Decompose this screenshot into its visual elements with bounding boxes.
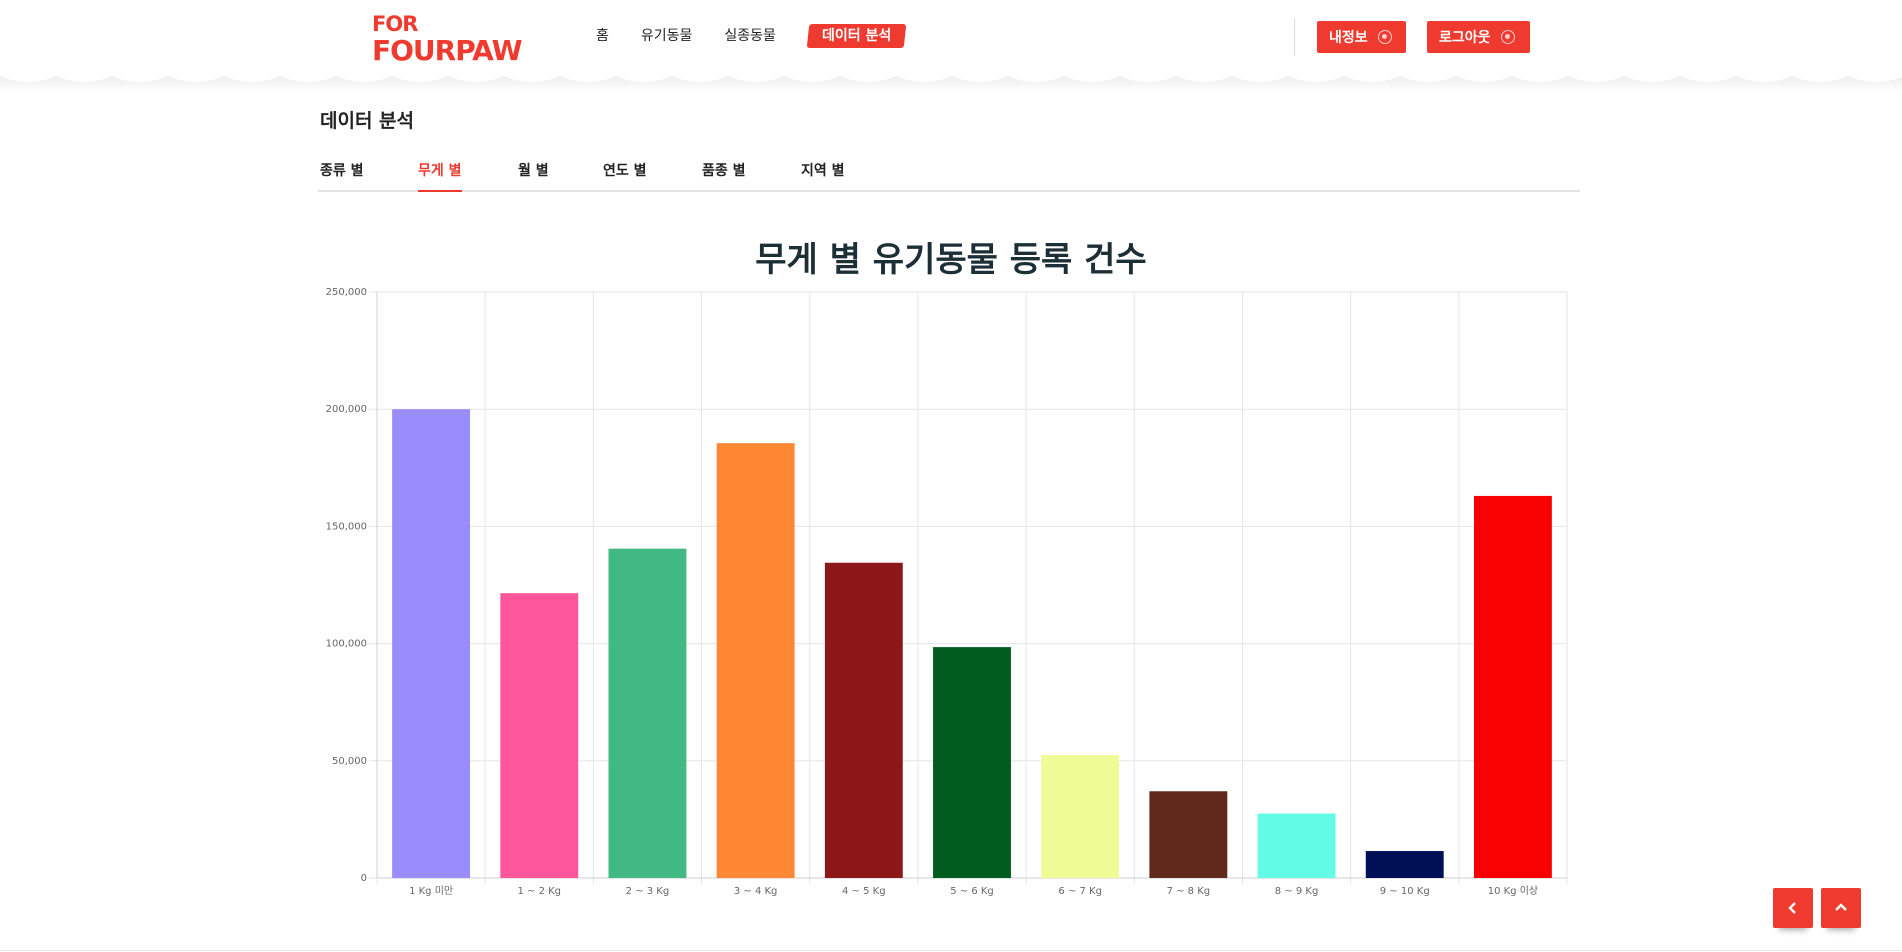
- paw-icon: [1377, 30, 1392, 44]
- tab-bar: 종류 별 무게 별 월 별 연도 별 품종 별 지역 별: [318, 158, 1580, 192]
- x-tick-label: 10 Kg 이상: [1488, 885, 1538, 897]
- chevron-left-icon: [1788, 902, 1796, 914]
- x-tick-label: 8 ~ 9 Kg: [1275, 886, 1319, 897]
- x-tick-label: 6 ~ 7 Kg: [1058, 886, 1102, 897]
- bar[interactable]: [1149, 791, 1228, 878]
- x-tick-label: 7 ~ 8 Kg: [1167, 886, 1211, 897]
- x-tick-label: 1 Kg 미만: [409, 885, 453, 897]
- chart-title: 무게 별 유기동물 등록 건수: [755, 240, 1147, 280]
- y-tick-label: 0: [361, 873, 367, 884]
- x-tick-label: 9 ~ 10 Kg: [1380, 886, 1430, 897]
- page-title: 데이터 분석: [320, 110, 415, 132]
- myinfo-button[interactable]: 내정보: [1317, 21, 1406, 53]
- chevron-up-icon: [1835, 903, 1847, 911]
- scroll-top-button[interactable]: [1821, 888, 1861, 928]
- tab-region[interactable]: 지역 별: [801, 163, 845, 179]
- logout-button-label: 로그아웃: [1439, 30, 1491, 46]
- y-tick-label: 200,000: [326, 404, 367, 415]
- nav-item-home[interactable]: 홈: [596, 28, 609, 44]
- bar[interactable]: [933, 647, 1011, 878]
- bar[interactable]: [1257, 813, 1336, 878]
- bar[interactable]: [1473, 495, 1552, 878]
- paw-icon: [1500, 30, 1515, 44]
- myinfo-button-label: 내정보: [1329, 30, 1368, 46]
- logo-line1: FOR: [372, 12, 418, 36]
- logout-button[interactable]: 로그아웃: [1427, 21, 1530, 53]
- x-tick-label: 1 ~ 2 Kg: [517, 886, 561, 897]
- bar[interactable]: [392, 409, 471, 878]
- tab-weight[interactable]: 무게 별: [418, 160, 462, 192]
- logo[interactable]: FOR FOURPAW: [372, 12, 530, 67]
- x-tick-label: 2 ~ 3 Kg: [626, 886, 670, 897]
- bar[interactable]: [1041, 754, 1120, 878]
- x-tick-label: 5 ~ 6 Kg: [950, 886, 994, 897]
- header: FOR FOURPAW 홈 유기동물 실종동물 데이터 분석 내정보 로그아웃: [0, 0, 1902, 92]
- bar[interactable]: [608, 548, 687, 878]
- bar[interactable]: [1365, 851, 1444, 878]
- nav-item-abandoned[interactable]: 유기동물: [640, 28, 693, 44]
- logo-line2: FOURPAW: [372, 34, 522, 67]
- tab-year[interactable]: 연도 별: [603, 163, 647, 179]
- y-tick-label: 50,000: [332, 756, 367, 767]
- bar[interactable]: [824, 562, 903, 878]
- back-button[interactable]: [1773, 888, 1813, 928]
- footer-divider: [0, 950, 1902, 951]
- tab-type[interactable]: 종류 별: [320, 163, 364, 179]
- tab-month[interactable]: 월 별: [518, 163, 549, 179]
- bar[interactable]: [716, 443, 795, 878]
- tab-breed[interactable]: 품종 별: [702, 163, 746, 179]
- nav-item-missing[interactable]: 실종동물: [724, 28, 776, 44]
- bar[interactable]: [500, 593, 579, 878]
- y-tick-label: 250,000: [326, 287, 367, 298]
- x-tick-label: 4 ~ 5 Kg: [842, 886, 886, 897]
- header-wave-border: [0, 72, 1902, 92]
- header-divider: [1294, 18, 1295, 56]
- y-tick-label: 150,000: [326, 521, 367, 532]
- main-nav: 홈 유기동물 실종동물 데이터 분석: [596, 24, 937, 48]
- x-tick-label: 3 ~ 4 Kg: [734, 886, 778, 897]
- y-tick-label: 100,000: [326, 639, 367, 650]
